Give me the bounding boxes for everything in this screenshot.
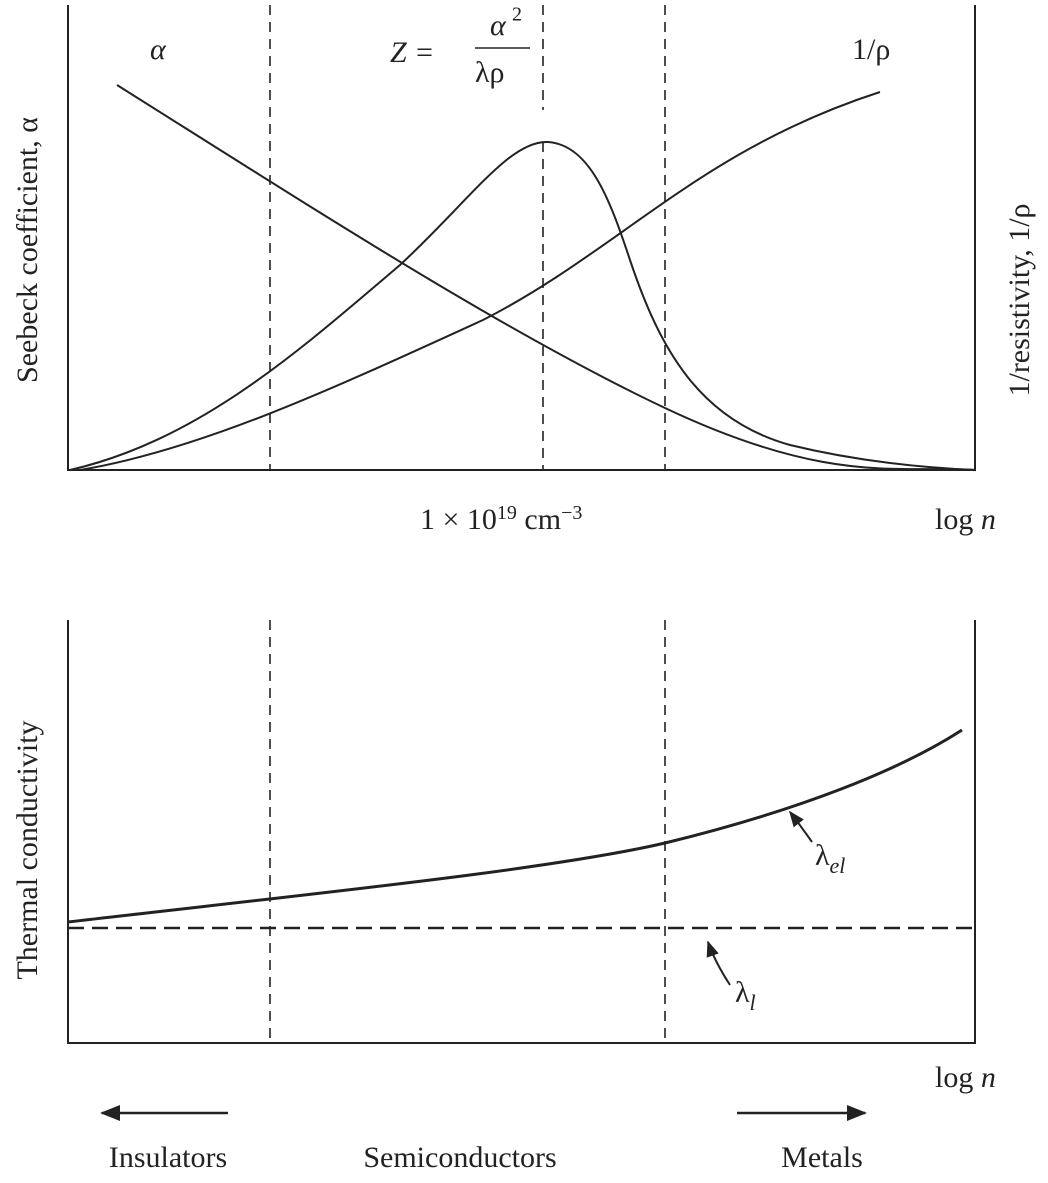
text-part: l: [750, 990, 756, 1015]
z-curve: [69, 140, 976, 471]
text-part: n: [981, 503, 996, 536]
curve-label: α: [150, 33, 167, 66]
text-part: n: [981, 1061, 996, 1094]
y-axis-label-right: 1/resistivity, 1/ρ: [1003, 203, 1036, 396]
seebeck-curve: [116, 84, 976, 471]
text-part: 1 × 10: [420, 503, 497, 536]
curve-label: λel: [815, 839, 845, 878]
pointer: [706, 940, 731, 986]
text-part: −3: [561, 502, 582, 524]
text-part: log: [935, 1061, 981, 1094]
text-part: λ: [735, 976, 750, 1009]
axes: [67, 5, 976, 471]
pointer: [789, 810, 813, 843]
conductivity-curve: [79, 91, 881, 471]
formula-exp: 2: [512, 4, 522, 26]
curve-label: λl: [735, 976, 756, 1015]
x-axis-label: log n: [935, 503, 996, 536]
top-panel: α Z = α 2 λρ 1/ρ Seebeck coefficient, α …: [11, 4, 1036, 536]
x-axis-label: log n: [935, 1061, 996, 1094]
formula-lhs: Z =: [390, 36, 434, 69]
curve-label: 1/ρ: [852, 33, 890, 66]
formula-numerator: α: [490, 9, 507, 42]
region-label: Metals: [781, 1141, 863, 1174]
region-label: Insulators: [109, 1141, 227, 1174]
axes: [67, 620, 976, 1044]
region-label: Semiconductors: [363, 1141, 556, 1174]
y-axis-label: Seebeck coefficient, α: [11, 117, 44, 383]
text-part: el: [830, 853, 846, 878]
x-marker: 1 × 1019 cm−3: [420, 502, 582, 536]
text-part: λ: [815, 839, 830, 872]
electronic-curve: [67, 728, 963, 924]
bottom-panel: λel λl Thermal conductivity log n: [11, 620, 996, 1094]
text-part: log: [935, 503, 981, 536]
text-part: cm: [517, 503, 561, 536]
y-axis-label: Thermal conductivity: [11, 720, 44, 979]
text-part: 19: [497, 502, 517, 524]
formula-denominator: λρ: [475, 56, 505, 89]
